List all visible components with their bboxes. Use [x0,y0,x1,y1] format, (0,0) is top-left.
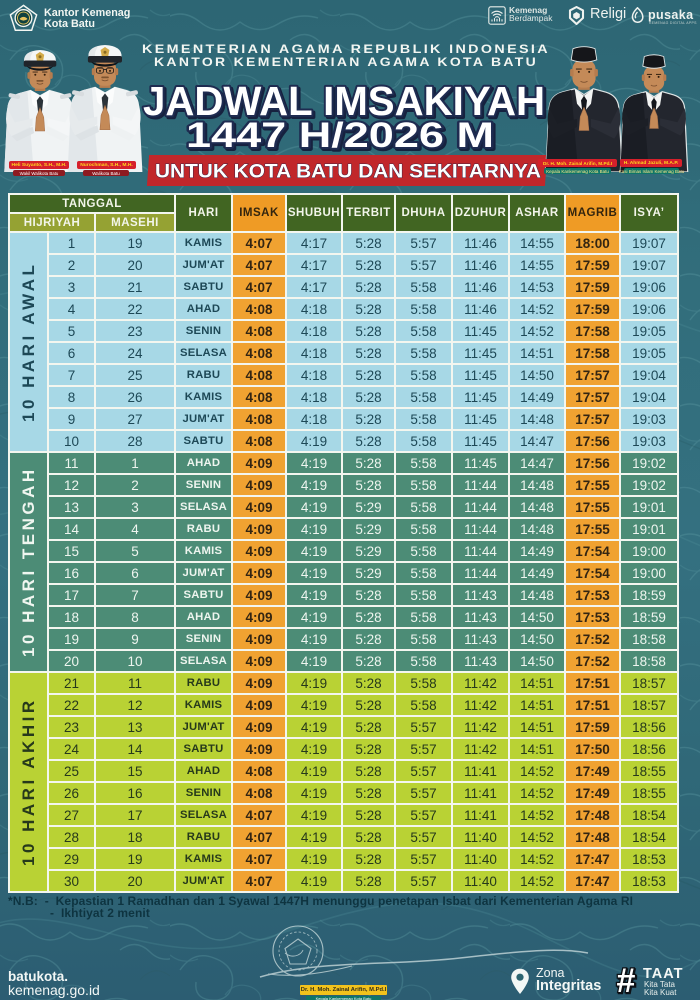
svg-text:JADWAL IMSAKIYAH: JADWAL IMSAKIYAH [143,78,545,124]
svg-text:KEMENTERIAN AGAMA REPUBLIK IND: KEMENTERIAN AGAMA REPUBLIK INDONESIA [142,42,550,56]
svg-text:1447 H/2026 M: 1447 H/2026 M [186,116,494,155]
svg-text:#: # [617,962,636,1000]
svg-text:KANTOR KEMENTERIAN AGAMA KOTA: KANTOR KEMENTERIAN AGAMA KOTA BATU [154,55,538,69]
svg-text:UNTUK KOTA BATU DAN SEKITARNYA: UNTUK KOTA BATU DAN SEKITARNYA [155,161,541,183]
